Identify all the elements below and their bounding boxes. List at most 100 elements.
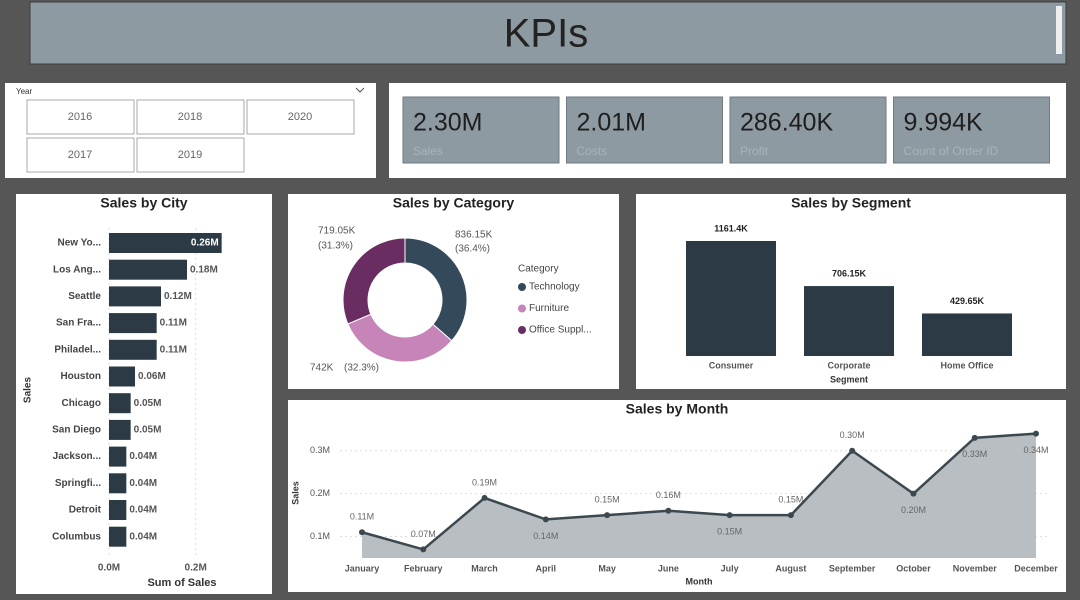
category-label: San Fra... [56,318,101,329]
bar [922,313,1012,356]
y-tick-label: 0.1M [310,531,330,541]
slicer-item-label: 2017 [68,149,92,161]
point [1033,430,1039,437]
y-axis-label: Sales [290,481,300,505]
kpi-card [566,96,723,164]
kpi-value: 2.30M [413,109,482,137]
slicer-chevron[interactable] [355,87,365,93]
value-label: 0.30M [840,430,865,440]
x-tick-label: January [345,563,380,573]
bar [109,313,157,334]
value-label: 0.07M [411,529,436,539]
legend-label[interactable]: Furniture [529,303,569,314]
value-label: 706.15K [832,268,867,278]
donut-segment [342,237,406,325]
category-label: Los Ang... [53,264,101,275]
value-label: 0.11M [160,344,187,355]
bar [109,259,187,280]
slicer-item[interactable] [26,137,135,173]
category-label: San Diego [52,425,101,436]
point [420,546,427,553]
category-label: Seattle [68,291,101,302]
line [361,432,1037,551]
category-label: Philadel... [54,344,101,355]
header-title: KPIs [504,12,588,56]
point [910,490,917,497]
chart-title: Sales by Month [626,401,729,417]
percent-label: (36.4%) [455,244,490,255]
bar [109,526,127,547]
x-tick-label: August [775,563,806,573]
category-label: Jackson... [53,451,102,462]
point [787,512,794,519]
bar [109,286,161,307]
bar [109,393,131,414]
x-axis-label: Segment [830,374,868,384]
legend-label[interactable]: Office Suppl... [529,325,592,336]
slicer-item-label: 2019 [178,149,202,161]
x-tick-label: July [721,563,739,573]
kpi-label: Sales [413,144,443,158]
percent-label: (31.3%) [318,241,353,252]
slicer-item-label: 2018 [178,111,202,123]
slicer-item[interactable] [136,99,245,135]
x-tick-label: March [471,563,498,573]
slicer-title: Year [16,87,33,96]
point [359,529,365,536]
point [971,434,978,441]
bar [109,500,127,520]
x-tick-label: November [953,563,998,573]
category-label: Detroit [69,505,102,516]
x-axis-label: Sum of Sales [147,577,216,589]
bar [686,241,776,356]
point [726,512,733,519]
chart-title: Sales by City [100,195,187,211]
donut-segment [347,313,453,363]
point [604,512,611,519]
value-label: 0.19M [472,477,497,487]
value-label: 0.11M [350,512,374,522]
x-tick-label: February [404,563,443,573]
x-tick-label: April [536,563,557,573]
kpi-value: 9.994K [904,109,984,137]
x-tick-label: June [658,563,679,573]
legend-marker[interactable] [518,283,526,291]
x-tick-label: 0.0M [98,563,120,574]
area [362,433,1036,558]
bar [109,233,222,253]
bar [109,339,157,360]
slicer-item[interactable] [136,137,245,173]
bar [109,446,127,467]
bar [109,366,135,387]
kpi-value: 286.40K [740,109,833,137]
value-label: 0.04M [129,451,157,462]
category-label: Corporate [827,360,870,370]
x-tick-label: May [598,563,616,573]
slicer-item[interactable] [246,99,355,135]
value-label: 0.16M [656,490,681,500]
kpi-label: Profit [740,144,769,158]
y-tick-label: 0.2M [310,488,330,498]
value-label: 0.15M [717,526,742,536]
category-label: Chicago [62,398,101,409]
donut-segment [404,237,468,342]
value-label: 0.11M [160,318,187,329]
point [665,507,672,514]
legend-label[interactable]: Technology [529,282,580,293]
value-label: 429.65K [950,296,985,306]
category-label: New Yo... [57,238,101,249]
value-label: 1161.4K [714,223,748,233]
slicer-item[interactable] [26,99,135,135]
kpi-label: Costs [577,144,608,158]
x-tick-label: September [829,563,876,573]
legend-marker[interactable] [518,304,526,313]
x-tick-label: December [1014,563,1058,573]
bar [109,473,127,494]
point [481,494,488,501]
chart-title: Sales by Category [393,195,515,211]
value-label: 0.06M [138,371,166,382]
scrollbar [1056,6,1062,54]
legend-marker[interactable] [518,326,526,334]
category-label: Houston [60,371,101,382]
